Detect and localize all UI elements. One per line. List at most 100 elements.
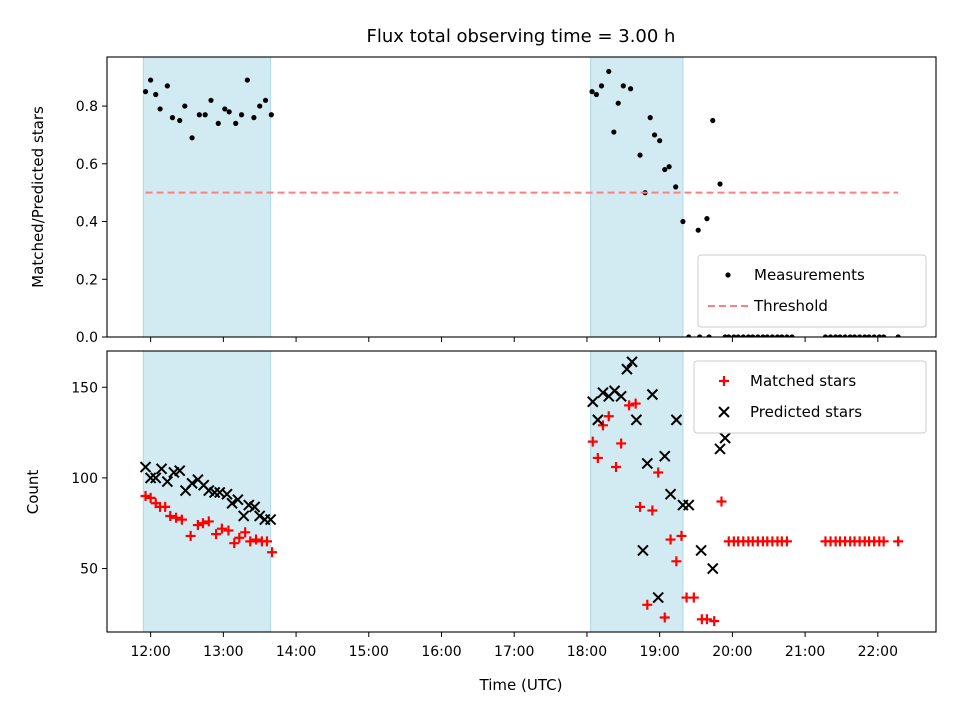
matched-stars-point — [197, 518, 208, 529]
predicted-stars-point — [155, 463, 168, 475]
measurement-point — [673, 184, 679, 190]
predicted-stars-point — [208, 486, 221, 499]
x-tick-label: 13:00 — [203, 644, 243, 660]
matched-stars-point — [659, 612, 670, 623]
x-tick-label: 15:00 — [349, 644, 389, 660]
predicted-stars-point — [714, 443, 726, 455]
top-plot-area — [142, 68, 901, 337]
measurement-point — [680, 218, 686, 225]
bottom-y-tick-label: 150 — [71, 380, 98, 396]
matched-stars-point — [203, 516, 214, 527]
legend-marker-matched-stars — [719, 376, 729, 386]
measurement-point — [226, 109, 232, 115]
predicted-stars-point — [615, 390, 627, 403]
measurement-point — [833, 334, 839, 337]
top-legend: Measurements Threshold — [697, 254, 927, 328]
matched-stars-point — [261, 536, 272, 547]
measurement-point — [593, 91, 600, 98]
matched-stars-point — [592, 452, 603, 463]
bottom-y-tick-label: 50 — [80, 562, 98, 578]
measurement-point — [686, 334, 692, 337]
measurement-point — [851, 334, 858, 337]
predicted-stars-point — [664, 488, 677, 500]
measurement-point — [827, 334, 834, 337]
matched-stars-point — [616, 438, 627, 449]
measurement-point — [857, 334, 863, 337]
matched-stars-point — [671, 556, 682, 567]
predicted-stars-point — [264, 513, 277, 526]
x-tick-label: 16:00 — [421, 644, 461, 660]
matched-stars-point — [160, 501, 171, 512]
measurement-point — [774, 334, 781, 337]
measurement-point — [760, 334, 766, 337]
matched-stars-point — [647, 505, 658, 516]
matched-stars-point — [216, 523, 227, 534]
bottom-legend: Matched stars Predicted stars — [693, 360, 927, 434]
measurement-point — [769, 334, 775, 337]
predicted-stars-point — [186, 477, 198, 490]
x-tick-label: 19:00 — [639, 644, 679, 660]
top-axes-frame — [106, 56, 937, 338]
bottom-legend-box — [693, 360, 927, 434]
top-y-tick-label: 0.6 — [76, 157, 98, 173]
measurement-point — [589, 89, 595, 95]
matched-stars-point — [229, 538, 240, 549]
measurement-point — [251, 115, 257, 121]
bottom-axes-frame — [106, 350, 937, 633]
matched-stars-point — [240, 527, 251, 538]
measurement-point — [177, 117, 183, 124]
matched-stars-point — [234, 532, 245, 543]
top-y-tick-label: 0.4 — [76, 215, 98, 231]
top-y-tick-label: 0.2 — [76, 272, 98, 288]
measurement-point — [182, 103, 188, 109]
chart-title: Flux total observing time = 3.00 h — [367, 26, 676, 47]
predicted-stars-point — [248, 501, 261, 513]
matched-stars-point — [893, 536, 904, 547]
measurement-point — [620, 83, 626, 89]
predicted-stars-point — [139, 461, 152, 473]
matched-stars-point — [642, 599, 653, 610]
measurement-point — [881, 334, 887, 337]
matched-stars-point — [267, 547, 278, 558]
measurement-point — [637, 152, 643, 158]
matched-stars-point — [611, 462, 622, 473]
measurement-point — [717, 181, 723, 187]
measurement-point — [666, 164, 672, 170]
matched-stars-point — [171, 512, 182, 523]
measurement-point — [764, 334, 770, 337]
bottom-panel: 50 100 150 12:00 13:00 14:00 15:00 16:00 17:00 18… — [71, 350, 937, 660]
predicted-stars-point — [150, 472, 162, 484]
top-y-tick-label: 0.0 — [76, 330, 98, 346]
predicted-stars-point — [221, 488, 233, 500]
top-shaded-interval — [142, 56, 272, 338]
x-tick-label: 12:00 — [130, 644, 170, 660]
matched-stars-point — [245, 536, 256, 547]
predicted-stars-point — [597, 386, 609, 399]
predicted-stars-point — [695, 544, 707, 557]
predicted-stars-point — [641, 457, 654, 470]
measurement-point — [606, 68, 612, 75]
measurement-point — [710, 117, 716, 124]
predicted-stars-point — [652, 591, 664, 604]
measurement-point — [847, 334, 853, 337]
predicted-stars-point — [144, 472, 157, 484]
measurement-point — [731, 334, 737, 337]
legend-label: Threshold — [753, 297, 828, 315]
measurement-point — [750, 334, 756, 337]
measurement-point — [268, 112, 274, 118]
measurement-point — [157, 106, 163, 112]
measurement-point — [789, 334, 795, 337]
matched-stars-point — [176, 514, 187, 525]
predicted-stars-point — [707, 562, 719, 575]
legend-marker-measurements — [725, 272, 731, 278]
top-legend-box — [697, 254, 927, 328]
predicted-stars-point — [592, 414, 604, 426]
predicted-stars-point — [587, 396, 599, 408]
matched-stars-point — [653, 467, 664, 478]
x-tick-label: 17:00 — [494, 644, 534, 660]
matched-stars-point — [211, 529, 222, 540]
matched-stars-point — [665, 534, 676, 545]
legend-label: Matched stars — [750, 372, 856, 390]
measurement-point — [215, 120, 221, 126]
